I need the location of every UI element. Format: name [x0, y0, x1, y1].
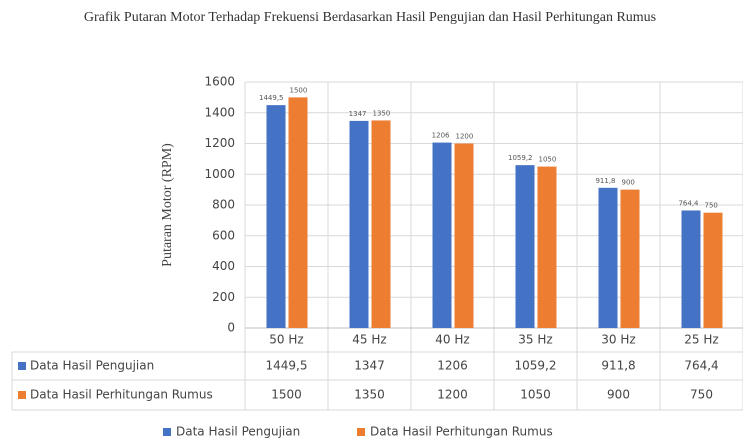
y-tick-label: 200 [212, 290, 235, 304]
table-cell: 1206 [437, 359, 468, 373]
table-cell: 900 [607, 388, 630, 402]
y-tick-label: 0 [227, 321, 235, 335]
bar [515, 165, 535, 328]
bar [371, 120, 391, 328]
table-row-label: Data Hasil Perhitungan Rumus [30, 388, 213, 402]
y-axis-label: Putaran Motor (RPM) [160, 143, 175, 267]
bar [598, 187, 618, 328]
y-tick-label: 1000 [204, 167, 235, 181]
bar [349, 120, 369, 329]
data-label: 1449,5 [259, 94, 284, 102]
table-cell: 764,4 [684, 359, 718, 373]
bar [537, 166, 557, 328]
legend-label: Data Hasil Perhitungan Rumus [370, 425, 553, 439]
data-label: 1350 [373, 109, 391, 117]
y-tick-label: 600 [212, 228, 235, 242]
legend-key [357, 428, 365, 436]
bar [288, 97, 308, 328]
table-cell: 1350 [354, 388, 385, 402]
x-tick-label: 35 Hz [518, 333, 552, 347]
bar [703, 212, 723, 328]
bar [681, 210, 701, 328]
data-label: 1206 [432, 132, 450, 140]
data-label: 1050 [539, 156, 557, 164]
table-cell: 1347 [354, 359, 385, 373]
bar [620, 189, 640, 328]
data-label: 764,4 [678, 199, 699, 207]
y-tick-label: 400 [212, 259, 235, 273]
table-cell: 750 [690, 388, 713, 402]
y-tick-label: 1600 [204, 75, 235, 89]
bar [266, 105, 286, 328]
legend-key [163, 428, 171, 436]
x-tick-label: 45 Hz [352, 333, 386, 347]
bar [432, 142, 452, 328]
x-tick-label: 40 Hz [435, 333, 469, 347]
x-tick-label: 25 Hz [684, 333, 718, 347]
y-tick-label: 1200 [204, 136, 235, 150]
y-tick-label: 800 [212, 198, 235, 212]
table-cell: 1449,5 [266, 359, 308, 373]
data-label: 1200 [456, 133, 474, 141]
data-label: 1500 [290, 86, 308, 94]
table-cell: 1200 [437, 388, 468, 402]
data-label: 1347 [349, 110, 367, 118]
x-tick-label: 30 Hz [601, 333, 635, 347]
table-legend-key [18, 362, 26, 370]
x-tick-label: 50 Hz [269, 333, 303, 347]
bar [454, 143, 474, 328]
table-row-label: Data Hasil Pengujian [30, 359, 154, 373]
data-label: 1059,2 [508, 154, 533, 162]
data-label: 911,8 [595, 177, 615, 185]
table-legend-key [18, 391, 26, 399]
y-tick-label: 1400 [204, 105, 235, 119]
table-cell: 1059,2 [515, 359, 557, 373]
data-label: 750 [705, 202, 718, 210]
legend-label: Data Hasil Pengujian [176, 425, 300, 439]
table-cell: 1500 [271, 388, 302, 402]
table-cell: 911,8 [601, 359, 635, 373]
data-label: 900 [622, 179, 635, 187]
chart-title: Grafik Putaran Motor Terhadap Frekuensi … [83, 10, 657, 25]
table-cell: 1050 [520, 388, 551, 402]
